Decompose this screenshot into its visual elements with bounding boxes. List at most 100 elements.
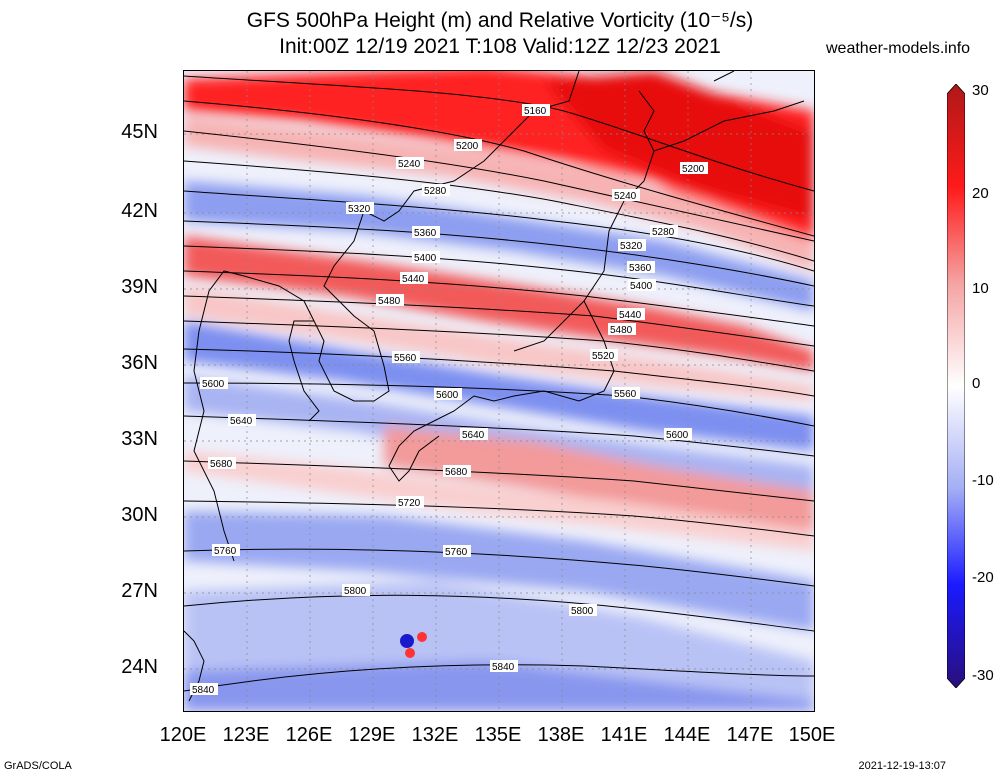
contour-label: 5200 <box>454 139 482 152</box>
svg-text:5400: 5400 <box>630 281 653 292</box>
lat-label-30n: 30N <box>121 504 158 526</box>
contour-label: 5760 <box>443 545 471 558</box>
svg-text:5280: 5280 <box>652 227 675 238</box>
svg-text:5600: 5600 <box>436 390 459 401</box>
svg-text:5840: 5840 <box>492 662 515 673</box>
contour-label: 5160 <box>522 104 550 117</box>
contour-label: 5600 <box>664 428 692 441</box>
lat-label-42n: 42N <box>121 200 158 222</box>
svg-text:5240: 5240 <box>614 191 637 202</box>
lat-label-33n: 33N <box>121 428 158 450</box>
contour-label: 5320 <box>618 239 646 252</box>
svg-text:5160: 5160 <box>524 106 547 117</box>
lat-label-24n: 24N <box>121 656 158 678</box>
map-title-line1: GFS 500hPa Height (m) and Relative Vorti… <box>246 9 754 32</box>
lat-label-45n: 45N <box>121 121 158 143</box>
contour-label: 5240 <box>612 189 640 202</box>
svg-text:5200: 5200 <box>682 164 705 175</box>
lon-label-123e: 123E <box>222 724 270 746</box>
lat-label-39n: 39N <box>121 276 158 298</box>
contour-label: 5800 <box>569 604 597 617</box>
svg-text:5480: 5480 <box>610 325 633 336</box>
contour-label: 5400 <box>628 279 656 292</box>
contour-label: 5720 <box>396 496 424 509</box>
contour-label: 5800 <box>342 584 370 597</box>
svg-text:5680: 5680 <box>210 459 233 470</box>
footer-timestamp: 2021-12-19-13:07 <box>858 760 946 772</box>
contour-label: 5680 <box>208 457 236 470</box>
svg-text:5720: 5720 <box>398 498 421 509</box>
svg-text:5680: 5680 <box>445 467 468 478</box>
svg-text:5760: 5760 <box>445 547 468 558</box>
lat-label-36n: 36N <box>121 352 158 374</box>
contour-label: 5440 <box>617 308 645 321</box>
lat-label-27n: 27N <box>121 580 158 602</box>
svg-text:5560: 5560 <box>614 389 637 400</box>
contour-label: 5680 <box>443 465 471 478</box>
lon-label-150e: 150E <box>788 724 836 746</box>
contour-label: 5760 <box>212 544 240 557</box>
colorbar-label: 10 <box>972 280 989 297</box>
svg-text:5440: 5440 <box>402 274 425 285</box>
svg-text:5360: 5360 <box>629 263 652 274</box>
svg-text:5480: 5480 <box>378 296 401 307</box>
contour-label: 5840 <box>490 660 518 673</box>
lon-label-138e: 138E <box>537 724 585 746</box>
lon-label-120e: 120E <box>159 724 207 746</box>
svg-text:5440: 5440 <box>619 310 642 321</box>
svg-text:5520: 5520 <box>592 351 615 362</box>
svg-text:5320: 5320 <box>348 204 371 215</box>
svg-text:5600: 5600 <box>666 430 689 441</box>
svg-text:5800: 5800 <box>571 606 594 617</box>
lon-label-126e: 126E <box>285 724 333 746</box>
contour-label: 5280 <box>422 184 450 197</box>
contour-label: 5520 <box>590 349 618 362</box>
colorbar-label: -30 <box>972 667 994 684</box>
lon-label-147e: 147E <box>726 724 774 746</box>
contour-label: 5200 <box>680 162 708 175</box>
vortex-blue <box>400 634 414 648</box>
map-panel: 5160 5200 5200 5240 5240 5280 5280 5320 … <box>183 70 815 712</box>
svg-text:5640: 5640 <box>462 430 485 441</box>
vorticity-colorbar <box>947 84 965 688</box>
contour-label: 5640 <box>228 414 256 427</box>
lon-label-144e: 144E <box>663 724 711 746</box>
vortex-red <box>417 632 427 642</box>
height-contours <box>184 75 814 692</box>
contour-label: 5320 <box>346 202 374 215</box>
site-credit: weather-models.info <box>826 40 971 57</box>
contour-label: 5640 <box>460 428 488 441</box>
contour-label: 5600 <box>200 377 228 390</box>
lon-label-141e: 141E <box>600 724 648 746</box>
vorticity-field: 5160 5200 5200 5240 5240 5280 5280 5320 … <box>184 71 814 711</box>
contour-label: 5480 <box>608 323 636 336</box>
svg-text:5560: 5560 <box>394 353 417 364</box>
contour-label: 5240 <box>396 157 424 170</box>
lon-label-135e: 135E <box>474 724 522 746</box>
contour-label: 5360 <box>627 261 655 274</box>
colorbar-label: 20 <box>972 185 989 202</box>
contour-label: 5480 <box>376 294 404 307</box>
contour-label: 5840 <box>190 683 218 696</box>
contour-label: 5280 <box>650 225 678 238</box>
svg-text:5400: 5400 <box>414 253 437 264</box>
contour-label: 5560 <box>612 387 640 400</box>
contour-labels: 5160 5200 5200 5240 5240 5280 5280 5320 … <box>190 104 708 696</box>
colorbar-label: -10 <box>972 472 994 489</box>
svg-text:5320: 5320 <box>620 241 643 252</box>
coastlines <box>184 71 805 702</box>
svg-text:5360: 5360 <box>414 228 437 239</box>
contour-label: 5560 <box>392 351 420 364</box>
svg-text:5280: 5280 <box>424 186 447 197</box>
colorbar-label: 0 <box>972 375 981 392</box>
svg-text:5640: 5640 <box>230 416 253 427</box>
lon-label-129e: 129E <box>348 724 396 746</box>
contour-label: 5360 <box>412 226 440 239</box>
svg-text:5240: 5240 <box>398 159 421 170</box>
svg-text:5200: 5200 <box>456 141 479 152</box>
colorbar-label: -20 <box>972 569 994 586</box>
svg-text:5800: 5800 <box>344 586 367 597</box>
colorbar-label: 30 <box>972 82 989 99</box>
svg-text:5840: 5840 <box>192 685 215 696</box>
svg-text:5600: 5600 <box>202 379 225 390</box>
